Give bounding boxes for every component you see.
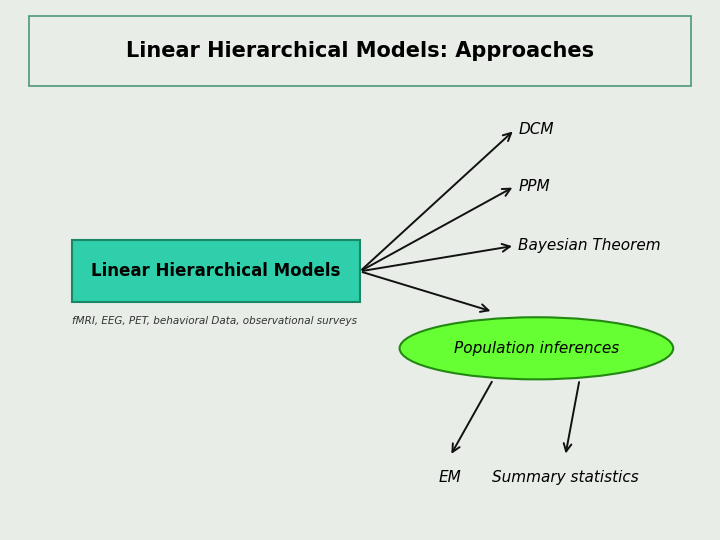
Text: Summary statistics: Summary statistics — [492, 470, 639, 485]
Text: Population inferences: Population inferences — [454, 341, 619, 356]
Text: PPM: PPM — [518, 179, 550, 194]
Text: fMRI, EEG, PET, behavioral Data, observational surveys: fMRI, EEG, PET, behavioral Data, observa… — [72, 316, 357, 326]
Text: Linear Hierarchical Models: Approaches: Linear Hierarchical Models: Approaches — [126, 41, 594, 62]
Text: EM: EM — [438, 470, 462, 485]
FancyBboxPatch shape — [29, 16, 691, 86]
Text: Bayesian Theorem: Bayesian Theorem — [518, 238, 661, 253]
Ellipse shape — [400, 317, 673, 379]
Text: DCM: DCM — [518, 122, 554, 137]
Text: Linear Hierarchical Models: Linear Hierarchical Models — [91, 262, 341, 280]
FancyBboxPatch shape — [72, 240, 360, 302]
